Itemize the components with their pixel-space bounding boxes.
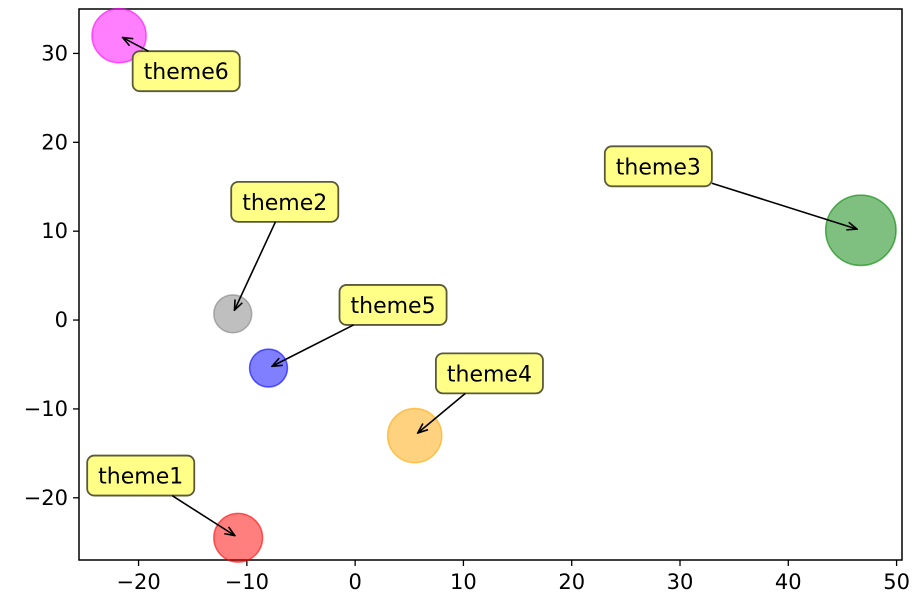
data-points (91, 7, 897, 563)
x-tick-label: 0 (348, 570, 361, 594)
annotation-theme4: theme4 (418, 352, 544, 433)
annotation-label: theme5 (351, 294, 436, 319)
annotation-box (86, 454, 196, 497)
annotation-box (434, 352, 544, 395)
annotation-label: theme3 (616, 155, 701, 180)
x-tick-label: 20 (558, 570, 585, 594)
annotation-theme3: theme3 (603, 145, 857, 229)
point-theme4 (386, 407, 443, 464)
x-tick-label: 30 (667, 570, 694, 594)
annotation-theme2: theme2 (230, 180, 340, 310)
point-theme6 (91, 7, 147, 64)
point-theme5 (248, 348, 289, 388)
annotation-arrow (171, 494, 235, 536)
annotations: theme1 theme2 theme3 theme4 theme5 theme6 (86, 38, 857, 536)
x-tick-label: −10 (225, 570, 269, 594)
point-theme1 (213, 512, 264, 563)
annotation-arrow (711, 182, 857, 229)
y-tick-label: 30 (41, 41, 68, 65)
point-theme2 (213, 294, 253, 334)
annotation-arrow (272, 324, 354, 366)
y-tick-label: 10 (41, 219, 68, 243)
plot-area (78, 8, 903, 561)
annotation-label: theme4 (447, 362, 532, 387)
x-tick-label: 40 (775, 570, 802, 594)
y-axis: −20 −10 0 10 20 30 (24, 41, 79, 510)
annotation-box (230, 180, 340, 223)
x-tick-label: −20 (116, 570, 160, 594)
annotation-label: theme6 (144, 60, 229, 85)
annotation-theme1: theme1 (86, 454, 235, 536)
y-tick-label: 0 (55, 308, 68, 332)
annotation-arrow (418, 392, 466, 433)
point-theme3 (824, 194, 897, 267)
annotation-theme6: theme6 (123, 38, 241, 93)
annotation-arrow (234, 221, 277, 310)
annotation-theme5: theme5 (272, 284, 448, 366)
annotation-label: theme2 (242, 191, 327, 216)
annotation-box (603, 145, 713, 188)
x-tick-label: 10 (450, 570, 477, 594)
y-tick-label: −10 (24, 397, 68, 421)
x-tick-label: 50 (883, 570, 910, 594)
annotation-box (131, 50, 241, 93)
annotation-arrow (123, 38, 149, 52)
annotation-label: theme1 (98, 465, 183, 490)
x-axis: −20 −10 0 10 20 30 40 50 (116, 560, 910, 594)
annotation-box (338, 284, 448, 326)
y-tick-label: −20 (24, 486, 68, 510)
y-tick-label: 20 (41, 130, 68, 154)
